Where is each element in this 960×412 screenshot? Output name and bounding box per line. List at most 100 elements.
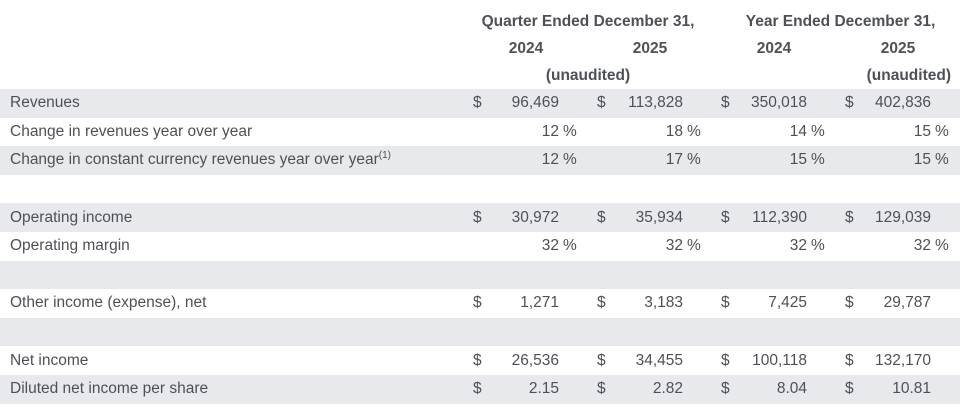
row-label: Operating margin <box>0 237 473 255</box>
column-year-quarter-2025: 2025 <box>632 39 668 57</box>
table-header: Quarter Ended December 31, Year Ended De… <box>0 0 960 89</box>
percent-sign: % <box>811 122 825 140</box>
year-group-header: Year Ended December 31, <box>745 12 936 30</box>
cell-value: 350,018 <box>750 94 807 112</box>
percent-sign: % <box>563 237 577 255</box>
row-label-text: Diluted net income per share <box>10 380 209 398</box>
cell-value: 10.81 <box>892 380 931 398</box>
currency-symbol: $ <box>597 94 606 112</box>
row-label: Other income (expense), net <box>0 294 473 312</box>
row-label-text: Change in revenues year over year <box>10 122 253 140</box>
currency-symbol: $ <box>845 94 854 112</box>
percent-sign: % <box>687 151 701 169</box>
cell-value: 29,787 <box>883 294 931 312</box>
currency-symbol: $ <box>473 380 482 398</box>
currency-symbol: $ <box>473 351 482 369</box>
cell-value: 17 <box>665 151 683 169</box>
cell-value: 12 <box>541 122 559 140</box>
currency-symbol: $ <box>721 351 730 369</box>
row-label: Diluted net income per share <box>0 380 473 398</box>
cell-value: 113,828 <box>628 94 683 112</box>
table-row: Revenues $96,469 $113,828 $350,018 $402,836 <box>0 89 960 118</box>
table-row: Change in constant currency revenues yea… <box>0 146 960 175</box>
row-label: Net income <box>0 352 473 370</box>
column-year-annual-2024: 2024 <box>756 39 792 57</box>
header-year-row: 2024 2025 2024 2025 <box>0 35 960 62</box>
cell-value: 7,425 <box>768 294 807 312</box>
row-label: Operating income <box>0 209 473 227</box>
cell-value: 100,118 <box>752 351 807 369</box>
percent-sign: % <box>687 237 701 255</box>
percent-sign: % <box>935 122 949 140</box>
percent-sign: % <box>935 151 949 169</box>
table-row: Net income $26,536 $34,455 $100,118 $132,170 <box>0 346 960 375</box>
cell-value: 8.04 <box>776 380 807 398</box>
column-year-quarter-2024: 2024 <box>508 39 544 57</box>
row-label-text: Change in constant currency revenues yea… <box>10 151 379 169</box>
currency-symbol: $ <box>845 351 854 369</box>
currency-symbol: $ <box>721 294 730 312</box>
currency-symbol: $ <box>845 208 854 226</box>
cell-value: 32 <box>789 237 807 255</box>
cell-value: 3,183 <box>644 294 683 312</box>
header-group-row: Quarter Ended December 31, Year Ended De… <box>0 8 960 35</box>
currency-symbol: $ <box>845 380 854 398</box>
row-label-text: Net income <box>10 351 89 369</box>
percent-sign: % <box>811 237 825 255</box>
cell-value: 96,469 <box>511 94 559 112</box>
cell-value: 129,039 <box>874 208 931 226</box>
currency-symbol: $ <box>597 351 606 369</box>
cell-value: 112,390 <box>752 208 807 226</box>
percent-sign: % <box>563 122 577 140</box>
cell-value: 32 <box>665 237 683 255</box>
table-row: Operating income $30,972 $35,934 $112,390 $1… <box>0 203 960 232</box>
percent-sign: % <box>935 237 949 255</box>
cell-value: 132,170 <box>874 351 931 369</box>
spacer-row <box>0 260 960 290</box>
table-row: Other income (expense), net $1,271 $3,183 $… <box>0 289 960 318</box>
currency-symbol: $ <box>473 94 482 112</box>
spacer-row <box>0 175 960 204</box>
cell-value: 32 <box>541 237 559 255</box>
cell-value: 35,934 <box>635 208 683 226</box>
currency-symbol: $ <box>473 208 482 226</box>
currency-symbol: $ <box>721 380 730 398</box>
cell-value: 402,836 <box>874 94 931 112</box>
row-label-text: Other income (expense), net <box>10 294 207 312</box>
cell-value: 30,972 <box>511 208 559 226</box>
table-body: Revenues $96,469 $113,828 $350,018 $402,836 C… <box>0 89 960 404</box>
cell-value: 15 <box>913 122 931 140</box>
percent-sign: % <box>687 122 701 140</box>
spacer-row <box>0 317 960 347</box>
unaudited-note-quarter: (unaudited) <box>545 66 631 84</box>
table-row: Change in revenues year over year 12% 18% 1… <box>0 118 960 147</box>
cell-value: 15 <box>789 151 807 169</box>
row-label-text: Operating income <box>10 208 133 226</box>
footnote-marker: (1) <box>378 150 391 162</box>
currency-symbol: $ <box>845 294 854 312</box>
row-label-text: Operating margin <box>10 237 130 255</box>
row-label: Change in revenues year over year <box>0 123 473 141</box>
cell-value: 34,455 <box>635 351 683 369</box>
percent-sign: % <box>811 151 825 169</box>
cell-value: 2.15 <box>528 380 559 398</box>
header-unaudited-row: (unaudited) (unaudited) <box>0 62 960 89</box>
quarter-group-header: Quarter Ended December 31, <box>481 12 695 30</box>
row-label-text: Revenues <box>10 94 80 112</box>
currency-symbol: $ <box>721 208 730 226</box>
table-row: Operating margin 32% 32% 32% 32% <box>0 232 960 261</box>
unaudited-note-year: (unaudited) <box>866 66 951 84</box>
cell-value: 12 <box>541 151 559 169</box>
currency-symbol: $ <box>597 294 606 312</box>
table-row: Diluted net income per share $2.15 $2.82 $8… <box>0 374 960 404</box>
cell-value: 1,271 <box>520 294 559 312</box>
currency-symbol: $ <box>473 294 482 312</box>
cell-value: 18 <box>665 122 683 140</box>
row-label: Change in constant currency revenues yea… <box>0 151 473 169</box>
cell-value: 15 <box>913 151 931 169</box>
cell-value: 32 <box>913 237 931 255</box>
currency-symbol: $ <box>597 208 606 226</box>
cell-value: 2.82 <box>652 380 683 398</box>
column-year-annual-2025: 2025 <box>880 39 916 57</box>
